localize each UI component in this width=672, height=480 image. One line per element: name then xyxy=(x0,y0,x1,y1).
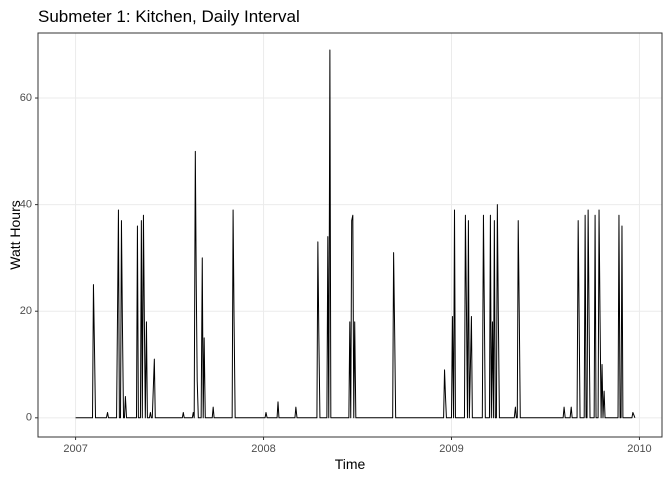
plot-border xyxy=(37,32,663,438)
x-tick-label: 2007 xyxy=(63,443,87,455)
data-line xyxy=(75,49,636,419)
y-tick-label: 20 xyxy=(20,305,32,317)
y-tick-label: 60 xyxy=(20,92,32,104)
y-tick-label: 40 xyxy=(20,199,32,211)
x-tick-label: 2009 xyxy=(439,443,463,455)
chart-title: Submeter 1: Kitchen, Daily Interval xyxy=(38,7,300,26)
x-axis-title: Time xyxy=(335,456,366,472)
y-tick-label: 0 xyxy=(26,412,32,424)
x-tick-label: 2008 xyxy=(251,443,275,455)
x-tick-label: 2010 xyxy=(627,443,651,455)
y-axis-title: Watt Hours xyxy=(7,200,23,270)
